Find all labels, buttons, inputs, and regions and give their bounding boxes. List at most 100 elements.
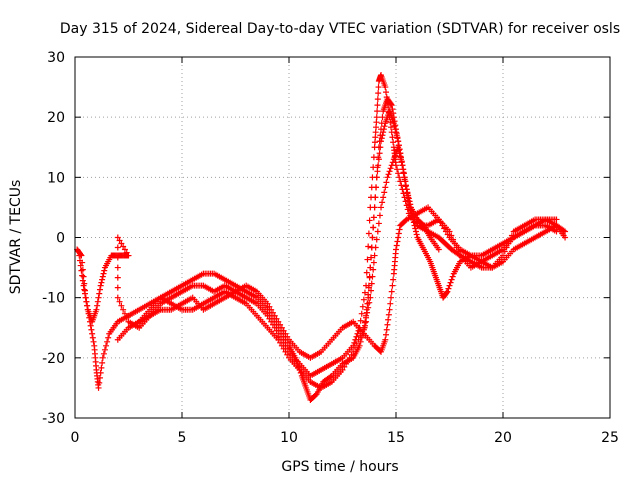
- y-tick-label: 20: [47, 110, 65, 126]
- data-point: [373, 114, 380, 121]
- data-point: [99, 273, 106, 280]
- data-point: [553, 228, 560, 235]
- data-point: [357, 332, 364, 339]
- data-point: [101, 267, 108, 274]
- data-point: [394, 135, 401, 142]
- data-point: [374, 228, 381, 235]
- data-point: [553, 216, 560, 223]
- data-point: [380, 194, 387, 201]
- data-point: [388, 102, 395, 109]
- data-point: [96, 290, 103, 297]
- chart-title: Day 315 of 2024, Sidereal Day-to-day VTE…: [60, 21, 620, 37]
- data-point: [435, 246, 442, 253]
- data-point: [387, 119, 394, 126]
- data-point: [371, 139, 378, 146]
- data-point: [93, 306, 100, 313]
- data-point: [382, 336, 389, 343]
- data-point: [442, 228, 449, 235]
- data-point: [361, 324, 368, 331]
- data-point: [391, 123, 398, 130]
- data-point: [77, 262, 84, 269]
- data-point: [405, 192, 412, 199]
- data-point: [449, 273, 456, 280]
- data-point: [95, 384, 102, 391]
- data-point: [394, 166, 401, 173]
- data-point: [105, 334, 112, 341]
- data-point: [395, 230, 402, 237]
- data-point: [397, 154, 404, 161]
- data-point: [95, 294, 102, 301]
- data-point: [100, 350, 107, 357]
- data-point: [383, 326, 390, 333]
- data-point: [386, 306, 393, 313]
- data-point: [266, 315, 273, 322]
- data-point: [98, 364, 105, 371]
- data-point: [363, 306, 370, 313]
- x-tick-label: 5: [178, 430, 187, 446]
- data-point: [123, 249, 130, 256]
- data-point: [404, 189, 411, 196]
- data-point: [80, 282, 87, 289]
- data-point: [100, 270, 107, 277]
- data-point: [373, 174, 380, 181]
- data-point: [364, 300, 371, 307]
- data-point: [448, 276, 455, 283]
- data-point: [402, 182, 409, 189]
- x-tick-label: 15: [387, 430, 405, 446]
- data-point: [401, 174, 408, 181]
- x-tick-label: 0: [71, 430, 80, 446]
- data-point: [389, 159, 396, 166]
- data-point: [373, 236, 380, 243]
- data-point: [380, 126, 387, 133]
- data-point: [374, 96, 381, 103]
- data-point: [372, 194, 379, 201]
- data-point: [375, 84, 382, 91]
- data-point: [88, 326, 95, 333]
- data-point: [96, 374, 103, 381]
- data-point: [358, 310, 365, 317]
- data-point: [96, 286, 103, 293]
- data-point: [395, 147, 402, 154]
- data-point: [435, 216, 442, 223]
- data-point: [383, 94, 390, 101]
- data-point: [396, 226, 403, 233]
- data-point: [99, 354, 106, 361]
- data-point: [387, 165, 394, 172]
- data-point: [371, 144, 378, 151]
- data-point: [389, 282, 396, 289]
- data-point: [419, 221, 426, 228]
- data-point: [378, 138, 385, 145]
- data-point: [353, 333, 360, 340]
- data-point: [82, 294, 89, 301]
- data-point: [370, 164, 377, 171]
- data-point: [76, 252, 83, 259]
- data-point: [78, 267, 85, 274]
- y-tick-label: 30: [47, 50, 65, 66]
- data-point: [379, 132, 386, 139]
- data-point: [370, 154, 377, 161]
- data-point: [376, 150, 383, 157]
- data-point: [89, 330, 96, 337]
- data-point: [343, 360, 350, 367]
- data-point: [83, 298, 90, 305]
- data-point: [390, 139, 397, 146]
- data-point: [351, 344, 358, 351]
- data-point: [118, 240, 125, 247]
- data-point: [118, 302, 125, 309]
- data-point: [312, 391, 319, 398]
- data-point: [387, 300, 394, 307]
- data-point: [386, 168, 393, 175]
- data-point: [89, 334, 96, 341]
- data-point: [383, 331, 390, 338]
- data-point: [278, 324, 285, 331]
- data-point: [366, 274, 373, 281]
- data-point: [275, 330, 282, 337]
- data-point: [114, 294, 121, 301]
- data-point: [350, 348, 357, 355]
- data-point: [266, 303, 273, 310]
- data-point: [393, 242, 400, 249]
- data-point: [341, 363, 348, 370]
- data-point: [376, 212, 383, 219]
- data-point: [360, 330, 367, 337]
- data-point: [373, 119, 380, 126]
